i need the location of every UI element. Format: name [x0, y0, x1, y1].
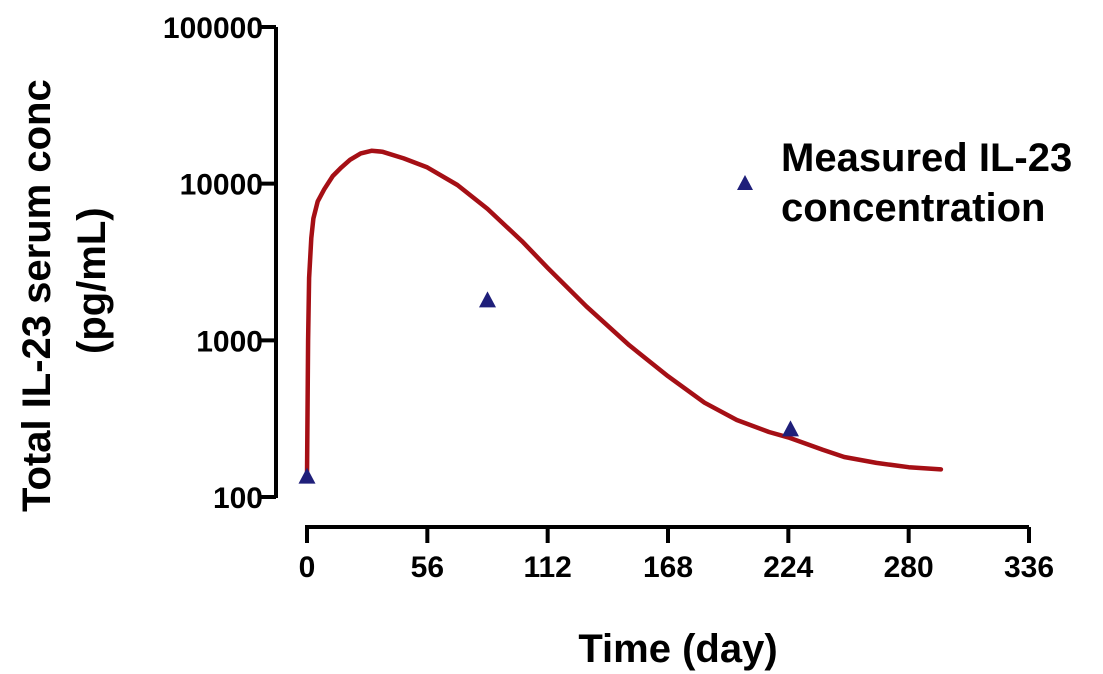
measured-point-triangle [781, 420, 799, 437]
y-tick-label: 1000 [196, 325, 263, 358]
measured-point-triangle [479, 291, 496, 308]
x-tick-label: 168 [643, 551, 693, 584]
legend-triangle-marker [737, 175, 753, 190]
y-tick-label: 100000 [163, 12, 263, 45]
plot-series [298, 148, 944, 484]
x-tick-label: 336 [1004, 551, 1054, 584]
x-tick-label: 112 [523, 551, 571, 584]
y-tick-label: 10000 [180, 169, 263, 202]
y-axis-title-line-2: (pg/mL) [70, 207, 114, 354]
legend: Measured IL-23 concentration [737, 136, 1072, 230]
y-tick-label: 100 [213, 482, 263, 515]
x-axis: 0 56 112 168 224 280 336 [299, 525, 1054, 584]
y-ticks: 100 1000 10000 100000 [163, 12, 276, 515]
x-ticks: 0 56 112 168 224 280 336 [299, 527, 1054, 584]
legend-label-line-1: Measured IL-23 [781, 136, 1072, 180]
x-axis-title: Time (day) [578, 627, 777, 671]
x-tick-label: 280 [884, 551, 934, 584]
y-axis: 100 1000 10000 100000 [163, 12, 278, 515]
x-tick-label: 0 [299, 551, 316, 584]
x-tick-label: 224 [763, 551, 813, 584]
model-curve-line [304, 148, 944, 479]
x-tick-label: 56 [411, 551, 444, 584]
y-axis-title: Total IL-23 serum conc (pg/mL) [15, 79, 114, 512]
measured-point-triangle [298, 467, 316, 484]
y-axis-title-line-1: Total IL-23 serum conc [15, 79, 59, 512]
legend-label-line-2: concentration [781, 186, 1045, 230]
